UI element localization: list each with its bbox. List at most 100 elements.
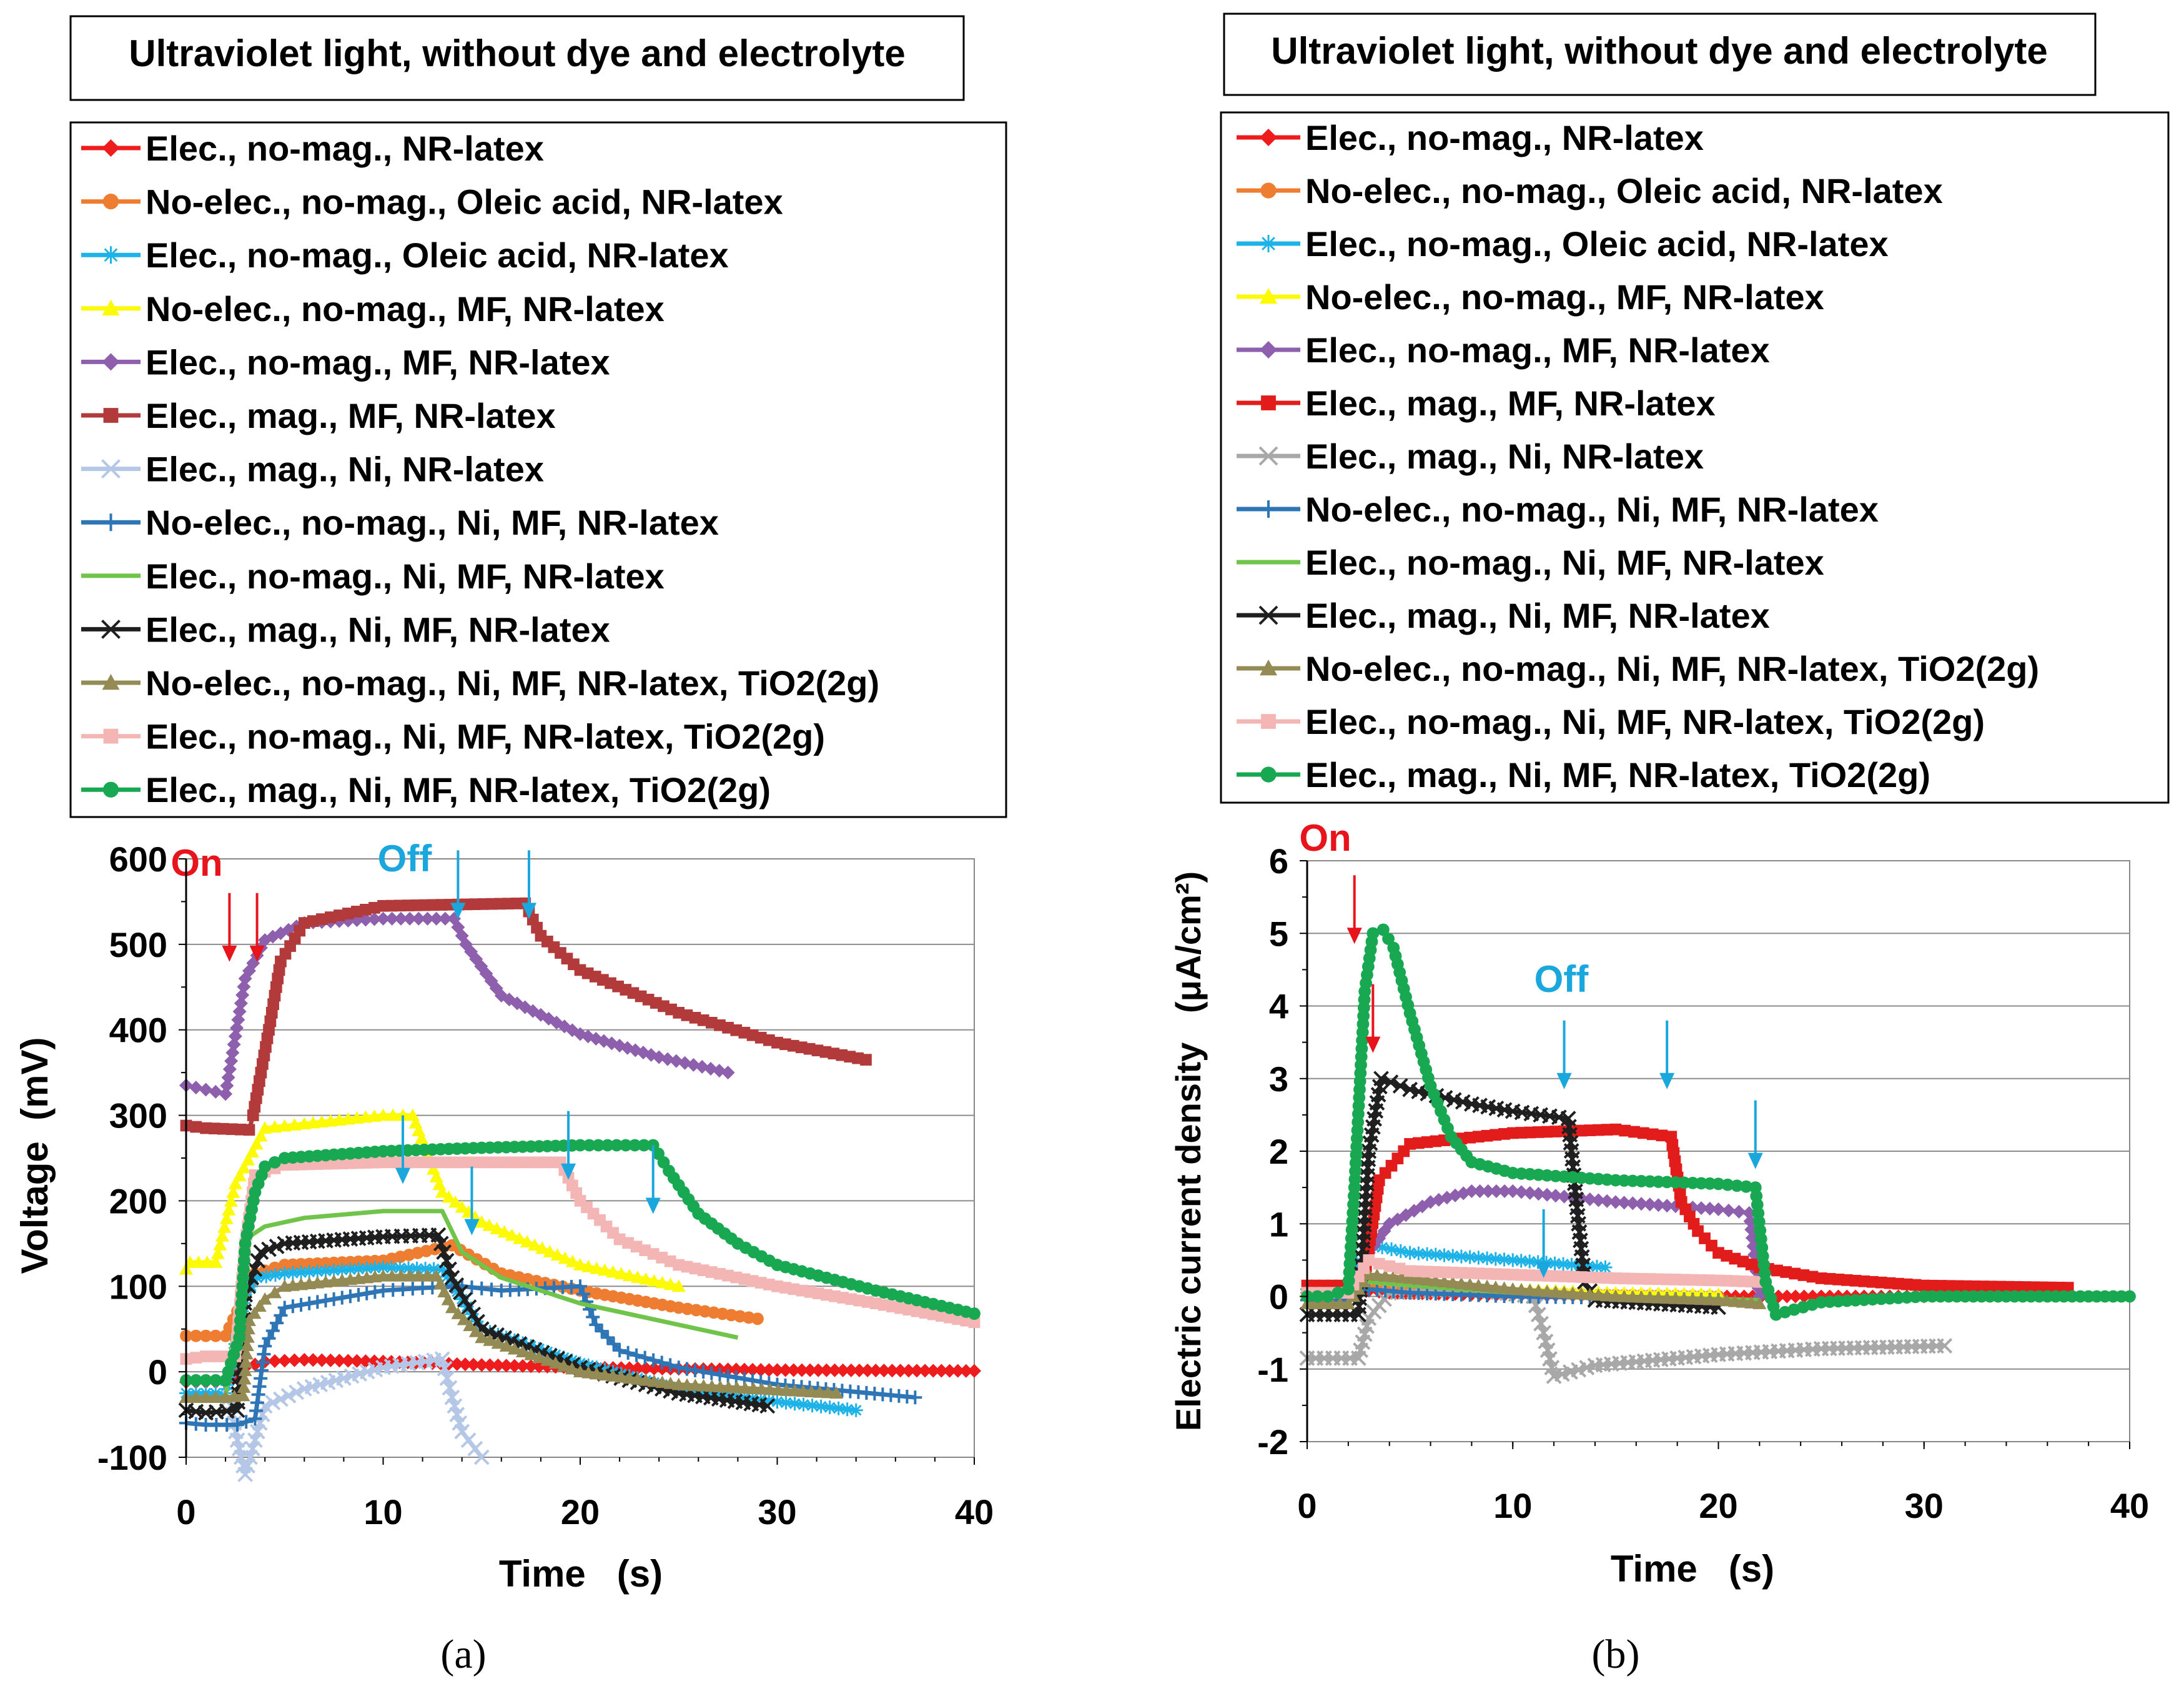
tick-label-y: 0 bbox=[1269, 1277, 1288, 1317]
tick-label-y: 5 bbox=[1269, 914, 1288, 953]
title-b: Ultraviolet light, without dye and elect… bbox=[1271, 30, 2048, 72]
data-point bbox=[259, 1160, 272, 1173]
data-point bbox=[319, 1294, 333, 1308]
series-b bbox=[1299, 923, 2136, 1384]
data-point bbox=[258, 1292, 272, 1305]
data-point bbox=[543, 1245, 557, 1257]
data-point bbox=[1540, 1284, 1554, 1297]
data-point bbox=[1566, 1286, 1580, 1299]
annotations-b: On Off bbox=[1299, 817, 1763, 1278]
data-point bbox=[215, 1229, 229, 1242]
legend-entry: Elec., no-mag., NR-latex bbox=[1237, 118, 1704, 157]
data-point bbox=[505, 1228, 519, 1241]
data-point bbox=[1506, 1282, 1520, 1295]
data-point bbox=[1531, 1187, 1546, 1201]
legend-entry: No-elec., no-mag., Ni, MF, NR-latex bbox=[81, 503, 719, 542]
data-point bbox=[1702, 1292, 1717, 1305]
data-point bbox=[524, 1347, 538, 1360]
data-point bbox=[528, 1238, 542, 1251]
data-point bbox=[448, 1195, 463, 1208]
data-point bbox=[332, 1354, 347, 1368]
data-point bbox=[1481, 1184, 1495, 1198]
data-point bbox=[287, 1353, 302, 1367]
data-point bbox=[655, 1355, 669, 1370]
title-a: Ultraviolet light, without dye and elect… bbox=[129, 32, 906, 74]
data-point bbox=[1341, 1297, 1355, 1309]
data-point bbox=[828, 1363, 842, 1377]
data-point bbox=[590, 1261, 604, 1274]
data-point bbox=[1736, 1295, 1751, 1308]
tick-label-y: 300 bbox=[109, 1096, 167, 1136]
legend-entry: No-elec., no-mag., Ni, MF, NR-latex bbox=[1237, 490, 1879, 529]
data-point bbox=[269, 1156, 281, 1169]
data-point bbox=[762, 1363, 776, 1377]
data-point bbox=[1366, 927, 1380, 940]
ticks-b: -2 -1 0 1 2 3 4 5 6 0 10 20 30 40 bbox=[1257, 841, 2149, 1525]
data-point bbox=[647, 1274, 661, 1287]
data-point bbox=[403, 1269, 417, 1282]
data-point bbox=[606, 1265, 620, 1278]
data-point bbox=[265, 1324, 280, 1338]
data-point bbox=[247, 1432, 263, 1449]
off-annotation: Off bbox=[378, 838, 661, 1236]
data-point bbox=[1514, 1185, 1528, 1199]
data-point bbox=[655, 1275, 670, 1289]
tick-label-y: 500 bbox=[109, 925, 167, 964]
ylabel-b: Electric current density (μA/cm²) bbox=[1169, 871, 1208, 1431]
data-point bbox=[1711, 1293, 1726, 1306]
data-point bbox=[230, 1417, 245, 1432]
data-point bbox=[688, 1363, 703, 1377]
data-point bbox=[622, 1371, 636, 1384]
data-point bbox=[1617, 1289, 1631, 1302]
data-point bbox=[1471, 1279, 1486, 1291]
data-point bbox=[429, 911, 443, 926]
data-point bbox=[1600, 1194, 1614, 1208]
data-point bbox=[1403, 1271, 1417, 1284]
data-point bbox=[831, 1401, 846, 1415]
data-point bbox=[1797, 1289, 1811, 1304]
data-point bbox=[226, 1186, 240, 1198]
data-point bbox=[786, 1363, 801, 1377]
data-point bbox=[532, 1350, 546, 1364]
data-point bbox=[315, 1353, 329, 1367]
data-point bbox=[352, 1287, 366, 1302]
data-point bbox=[893, 1364, 907, 1378]
annotation-label: Off bbox=[378, 838, 433, 879]
data-point bbox=[796, 1397, 811, 1412]
data-point bbox=[663, 1358, 678, 1372]
data-point bbox=[247, 1261, 263, 1277]
data-point bbox=[434, 1351, 450, 1367]
data-point bbox=[1463, 1277, 1477, 1290]
data-point bbox=[823, 1400, 837, 1415]
data-point bbox=[959, 1364, 973, 1378]
data-point bbox=[861, 1364, 875, 1378]
legend-marker bbox=[102, 194, 119, 210]
data-point bbox=[420, 911, 435, 926]
data-point bbox=[199, 1329, 212, 1342]
data-point bbox=[1668, 1291, 1682, 1304]
data-point bbox=[1420, 1273, 1435, 1286]
legend-entry: Elec., no-mag., Ni, MF, NR-latex bbox=[1237, 543, 1824, 582]
data-point bbox=[598, 1263, 612, 1276]
data-point bbox=[199, 1374, 212, 1387]
data-point bbox=[628, 1139, 641, 1152]
legend-label: Elec., no-mag., NR-latex bbox=[146, 129, 544, 168]
series-6 bbox=[180, 897, 872, 1136]
data-point bbox=[245, 1440, 260, 1457]
data-point bbox=[435, 1185, 450, 1198]
data-point bbox=[811, 1363, 826, 1377]
data-point bbox=[499, 1359, 513, 1373]
data-point bbox=[639, 1373, 653, 1386]
data-point bbox=[219, 1212, 234, 1224]
data-point bbox=[190, 1352, 202, 1364]
arrow-head bbox=[1556, 1072, 1572, 1089]
legend-marker bbox=[103, 728, 119, 744]
data-point bbox=[1788, 1289, 1802, 1304]
data-point bbox=[671, 1360, 686, 1375]
data-point bbox=[696, 1365, 711, 1379]
data-point bbox=[1528, 1297, 1544, 1314]
data-point bbox=[1473, 1184, 1487, 1198]
legend-entry: Elec., mag., Ni, NR-latex bbox=[81, 450, 544, 489]
panel-b: Ultraviolet light, without dye and elect… bbox=[1169, 12, 2170, 1677]
data-point bbox=[457, 1312, 471, 1325]
